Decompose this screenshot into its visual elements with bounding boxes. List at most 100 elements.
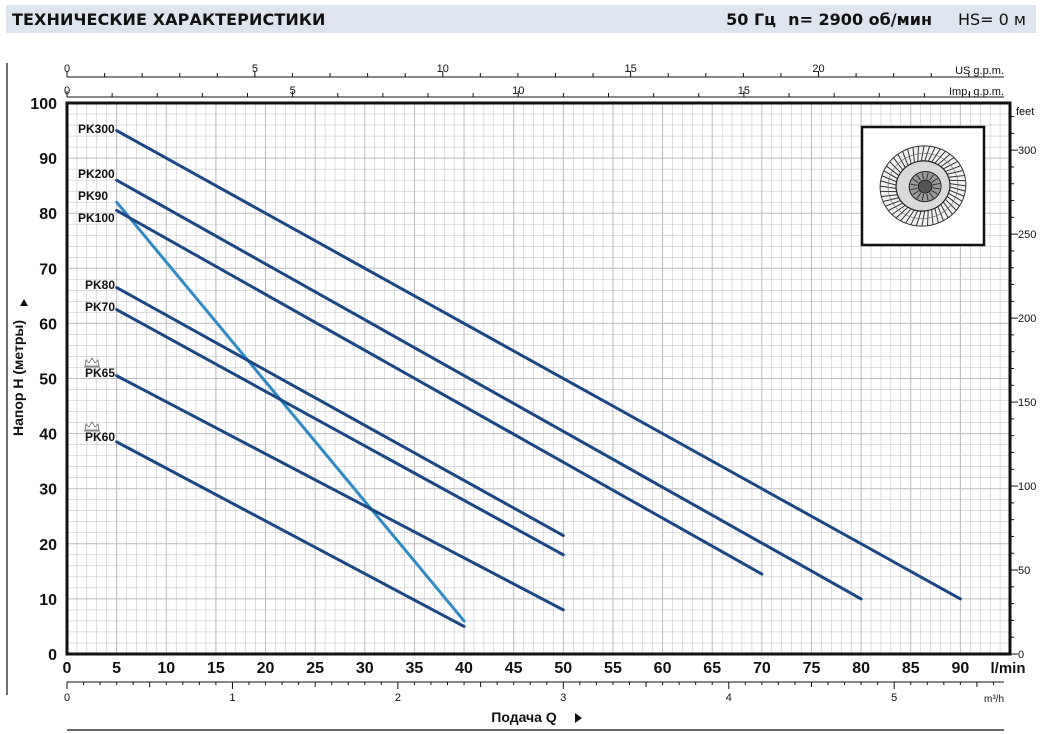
y-tick-label: 70: [39, 261, 57, 278]
us-gpm-tick-label: 0: [64, 63, 70, 75]
y-tick-label: 40: [39, 427, 57, 444]
series-label-pk60: PK60: [85, 430, 115, 444]
hub-spline: [921, 193, 925, 201]
plot-frame: [65, 101, 1012, 656]
series-label-pk100: PK100: [78, 211, 115, 225]
m3h-tick-label: 4: [726, 692, 732, 704]
x-tick-label: 85: [902, 660, 920, 677]
y-tick-label: 30: [39, 482, 57, 499]
hub-spline: [916, 174, 922, 181]
x-tick-label: 5: [112, 660, 121, 677]
hub-spline: [916, 192, 922, 199]
y-tick-label: 90: [39, 151, 57, 168]
m3h-tick-label: 5: [891, 692, 897, 704]
feet-tick-label: 0: [1018, 649, 1024, 661]
x-tick-label: 75: [803, 660, 821, 677]
hub-spline: [929, 192, 934, 199]
impeller-inner-ring: [887, 153, 959, 219]
pump-impeller-icon: [879, 145, 967, 227]
y-axis-arrow-icon: [20, 299, 28, 306]
hub-spline: [931, 178, 938, 183]
crown-icon: [84, 421, 100, 432]
x-tick-label: 55: [604, 660, 622, 677]
hub-spline: [912, 190, 919, 196]
hub-spline: [926, 172, 929, 180]
x-tick-label: 70: [753, 660, 771, 677]
series-line-pk200: [115, 178, 863, 601]
hub-spline: [910, 183, 918, 186]
imp-gpm-tick-label: 15: [738, 85, 750, 97]
chart-grid: [66, 102, 1011, 655]
x-tick-label: 60: [654, 660, 672, 677]
imp-gpm-tick-label: 0: [64, 85, 70, 97]
x-tick-label: 40: [455, 660, 473, 677]
title-bar: ТЕХНИЧЕСКИЕ ХАРАКТЕРИСТИКИ 50 Гц n= 2900…: [6, 5, 1036, 33]
hub-spline: [931, 190, 938, 195]
y-tick-label: 10: [39, 592, 57, 609]
y-tick-label: 20: [39, 537, 57, 554]
us-gpm-tick-label: 20: [812, 63, 824, 75]
pump-impeller-inset: [860, 125, 986, 247]
series-line-pk80: [115, 286, 565, 538]
x-tick-label: 30: [356, 660, 374, 677]
series-label-pk70: PK70: [85, 300, 115, 314]
imp-gpm-tick-label: 5: [290, 85, 296, 97]
feet-tick-label: 250: [1018, 229, 1036, 241]
y-tick-label: 100: [30, 96, 57, 113]
hub-spline: [932, 187, 940, 190]
series-line-pk90: [115, 200, 466, 623]
m3h-tick-label: 0: [64, 692, 70, 704]
x-tick-label: 20: [257, 660, 275, 677]
x-axis-title: Подача Q: [491, 709, 557, 725]
crown-shape: [84, 357, 100, 367]
y-tick-label: 50: [39, 372, 57, 389]
x-tick-label: 25: [306, 660, 324, 677]
chart-series: [115, 129, 962, 628]
us-gpm-axis-label: US g.p.m.: [955, 65, 1004, 77]
m3h-tick-label: 1: [229, 692, 235, 704]
series-label-pk200: PK200: [78, 167, 115, 181]
series-labels: PK300 PK200 PK90 PK100 PK80 PK70 PK65 PK60: [78, 122, 115, 444]
feet-tick-label: 300: [1018, 145, 1036, 157]
imp-gpm-tick-label: 10: [512, 85, 524, 97]
series-label-pk65: PK65: [85, 366, 115, 380]
us-gpm-tick-label: 10: [437, 63, 449, 75]
series-label-pk90: PK90: [78, 189, 108, 203]
series-label-pk80: PK80: [85, 278, 115, 292]
imp-gpm-axis-label: Imp. g.p.m.: [949, 86, 1004, 98]
hub-spline: [926, 193, 929, 201]
us-gpm-tick-label: 5: [252, 63, 258, 75]
series-line-pk100: [115, 208, 764, 576]
x-tick-label: 0: [63, 660, 72, 677]
hub-spline: [910, 187, 918, 191]
frequency-label: 50 Гц: [726, 10, 776, 29]
m3h-axis-label: m³/h: [984, 694, 1004, 705]
x-axis-arrow-icon: [575, 713, 582, 723]
crown-shape: [84, 421, 100, 431]
series-label-pk300: PK300: [78, 122, 115, 136]
x-tick-label: 10: [157, 660, 175, 677]
m3h-tick-label: 2: [395, 692, 401, 704]
feet-tick-label: 50: [1018, 565, 1030, 577]
x-tick-label: 35: [406, 660, 424, 677]
hub-spline: [929, 174, 934, 181]
us-gpm-tick-label: 15: [625, 63, 637, 75]
feet-tick-label: 150: [1018, 397, 1036, 409]
hub-spline: [921, 172, 925, 180]
x-tick-label: 45: [505, 660, 523, 677]
x-tick-label: 50: [554, 660, 572, 677]
series-line-pk300: [115, 129, 962, 601]
y-tick-label: 0: [48, 647, 57, 664]
x-tick-label: 80: [852, 660, 870, 677]
x-tick-label: 90: [951, 660, 969, 677]
page-title: ТЕХНИЧЕСКИЕ ХАРАКТЕРИСТИКИ: [12, 10, 326, 29]
y-tick-label: 60: [39, 316, 57, 333]
crown-icon: [84, 357, 100, 368]
hub-spline: [932, 182, 940, 186]
x-tick-label: 65: [703, 660, 721, 677]
series-line-pk70: [115, 308, 565, 557]
feet-tick-label: 200: [1018, 313, 1036, 325]
m3h-tick-label: 3: [560, 692, 566, 704]
